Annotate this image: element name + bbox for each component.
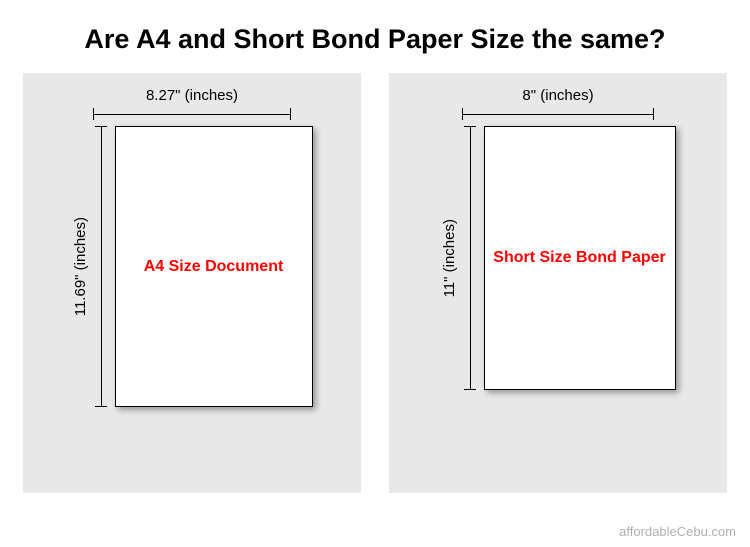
- a4-panel: 8.27" (inches) 11.69" (inches) A4 Size D…: [23, 73, 361, 493]
- bracket-line: [462, 114, 654, 115]
- bracket-tick: [95, 406, 107, 407]
- bracket-line: [470, 126, 471, 390]
- a4-height-col: 11.69" (inches): [72, 217, 95, 316]
- bracket-tick: [93, 108, 94, 120]
- a4-paper: A4 Size Document: [115, 126, 313, 407]
- a4-height-label: 11.69" (inches): [72, 217, 89, 316]
- page-title: Are A4 and Short Bond Paper Size the sam…: [0, 0, 750, 73]
- bracket-tick: [464, 389, 476, 390]
- short-height-bracket: [464, 126, 476, 390]
- panels-row: 8.27" (inches) 11.69" (inches) A4 Size D…: [0, 73, 750, 493]
- short-height-col: 11" (inches): [441, 219, 464, 297]
- bracket-line: [101, 126, 102, 407]
- short-paper-wrap: 11" (inches) Short Size Bond Paper: [441, 126, 676, 390]
- short-bond-panel: 8" (inches) 11" (inches) Short Size Bond…: [389, 73, 727, 493]
- bracket-line: [93, 114, 291, 115]
- a4-width-bracket: [93, 108, 291, 120]
- short-bond-paper: Short Size Bond Paper: [484, 126, 676, 390]
- bracket-tick: [95, 126, 107, 127]
- bracket-tick: [462, 108, 463, 120]
- short-width-label: 8" (inches): [522, 87, 593, 104]
- watermark-text: affordableCebu.com: [619, 524, 736, 539]
- a4-height-bracket: [95, 126, 107, 407]
- bracket-tick: [290, 108, 291, 120]
- short-width-bracket: [462, 108, 654, 120]
- short-paper-label: Short Size Bond Paper: [493, 249, 665, 267]
- a4-width-label: 8.27" (inches): [146, 87, 238, 104]
- bracket-tick: [653, 108, 654, 120]
- a4-paper-label: A4 Size Document: [144, 258, 284, 276]
- bracket-tick: [464, 126, 476, 127]
- short-height-label: 11" (inches): [441, 219, 458, 297]
- a4-paper-wrap: 11.69" (inches) A4 Size Document: [72, 126, 313, 407]
